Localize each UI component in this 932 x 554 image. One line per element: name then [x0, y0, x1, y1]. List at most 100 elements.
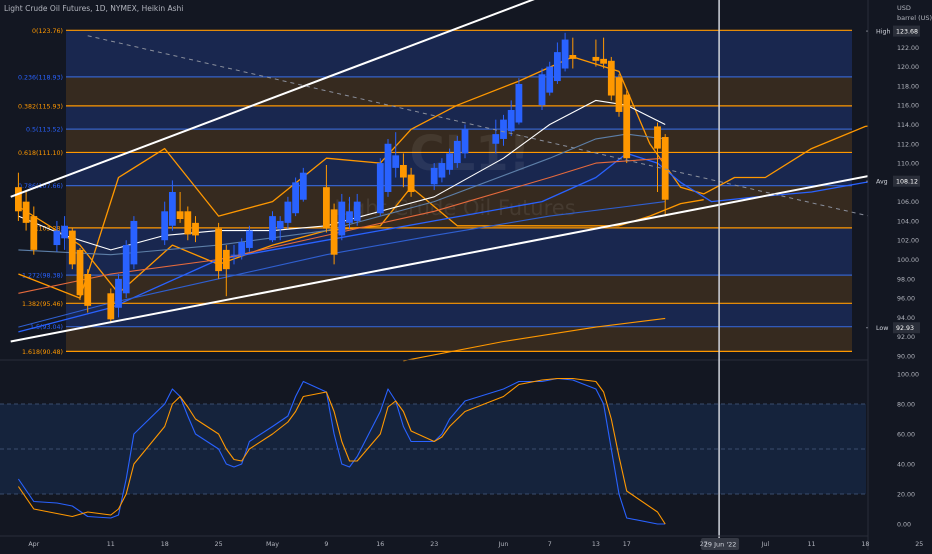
price-tick-label: 122.00 — [897, 45, 919, 52]
candle-body — [115, 278, 122, 308]
fib-level-label: 1(103.28) — [32, 225, 63, 232]
stochastic-pane[interactable] — [0, 359, 868, 525]
candle-body — [392, 155, 400, 168]
stoch-line — [17, 377, 666, 525]
price-tick-label: 102.00 — [897, 238, 919, 245]
candle-body — [661, 137, 669, 200]
crosshair-date-box — [701, 538, 740, 550]
candle-body — [61, 225, 68, 239]
candle-body — [407, 174, 415, 192]
fib-level-label: 0.382(115.93) — [18, 103, 63, 110]
candle-body — [623, 94, 631, 159]
price-tick-label: 112.00 — [897, 141, 919, 148]
trendline — [10, 0, 535, 198]
time-tick-label: 18 — [861, 541, 869, 548]
candle-body — [569, 55, 577, 59]
price-tick-label: 100.00 — [897, 257, 919, 264]
dashed-trendline — [87, 35, 920, 229]
stoch-tick-label: 40.00 — [897, 462, 915, 469]
candle-body — [222, 249, 230, 270]
time-tick-label: 17 — [623, 541, 631, 548]
candle-body — [507, 110, 515, 132]
trendline — [10, 162, 932, 343]
price-axis-background — [868, 0, 932, 550]
fib-zone — [66, 227, 852, 276]
candle-body — [430, 167, 438, 185]
candle-body — [276, 220, 284, 229]
time-tick-label: 7 — [548, 541, 552, 548]
stoch-tick-label: 80.00 — [897, 402, 915, 409]
candle-body — [400, 164, 407, 178]
unit-sub-label: barrel (US) — [897, 14, 932, 22]
candles[interactable] — [15, 32, 669, 324]
candle-body — [122, 245, 130, 294]
stoch-tick-label: 60.00 — [897, 432, 915, 439]
fib-level-label: 1.382(95.46) — [22, 301, 63, 308]
candle-body — [615, 77, 623, 112]
candle-body — [600, 58, 607, 64]
watermark-ticker: CL1! — [409, 126, 530, 182]
fib-level-label: 1.618(90.48) — [22, 349, 63, 356]
candle-body — [453, 140, 461, 164]
fib-level-label: 0.5(113.52) — [26, 127, 63, 134]
marker-value: 108.12 — [896, 179, 918, 186]
trendlines[interactable] — [10, 0, 932, 343]
candle-body — [84, 274, 92, 306]
marker-value-box — [893, 25, 920, 37]
candle-body — [592, 56, 600, 61]
fib-level-label: 0.236(118.93) — [18, 74, 63, 81]
time-tick-label: 18 — [161, 541, 169, 548]
time-tick-label: Jul — [760, 541, 769, 548]
candle-body — [292, 182, 299, 214]
fib-zone — [66, 303, 852, 327]
indicator-series-line — [403, 317, 666, 362]
indicator-series-line — [18, 56, 932, 299]
price-tick-label: 92.00 — [897, 334, 915, 341]
marker-value: 123.68 — [896, 29, 918, 36]
candle-body — [230, 254, 238, 256]
candle-body — [330, 209, 338, 255]
candle-body — [299, 172, 307, 200]
indicator-series-line — [18, 201, 666, 328]
fib-level-label: 1.272(98.38) — [22, 273, 63, 280]
price-tick-label: 94.00 — [897, 315, 915, 322]
candle-body — [107, 293, 115, 320]
candle-body — [169, 192, 176, 226]
candle-body — [176, 211, 184, 220]
candle-body — [561, 39, 569, 69]
candle-body — [353, 201, 361, 221]
candle-body — [246, 230, 253, 248]
fibonacci-retracement[interactable]: 0(123.76) 0.236(118.93) 0.382(115.93) 0.5(1… — [18, 28, 852, 356]
chart-header: Light Crude Oil Futures, 1D, NYMEX, Heik… — [4, 4, 932, 22]
marker-value-box — [893, 175, 920, 187]
candle-body — [500, 119, 507, 139]
candle-body — [538, 74, 546, 106]
candle-body — [546, 66, 554, 93]
symbol-title[interactable]: Light Crude Oil Futures, 1D, NYMEX, Heik… — [4, 4, 183, 13]
time-tick-label: Apr — [28, 541, 39, 548]
fib-zone — [66, 275, 852, 304]
candle-body — [323, 187, 330, 229]
time-tick-label: 9 — [324, 541, 328, 548]
indicator-series-line — [18, 99, 666, 251]
time-tick-label: 23 — [430, 541, 438, 548]
time-tick-label: 13 — [592, 541, 600, 548]
price-tick-label: 106.00 — [897, 199, 919, 206]
candle-body — [215, 228, 222, 272]
time-tick-label: Jun — [498, 541, 509, 548]
indicator-series-line — [18, 133, 666, 256]
time-tick-label: 25 — [215, 541, 223, 548]
marker-value: 92.93 — [896, 325, 914, 332]
time-tick-label: 27 — [700, 541, 708, 548]
marker-name: Low — [876, 325, 888, 332]
candle-body — [284, 201, 292, 223]
fib-zone — [66, 105, 852, 130]
candle-body — [438, 163, 446, 178]
candle-body — [130, 220, 138, 265]
candle-body — [68, 230, 76, 265]
candle-body — [76, 249, 84, 296]
marker-value-box — [893, 322, 920, 334]
